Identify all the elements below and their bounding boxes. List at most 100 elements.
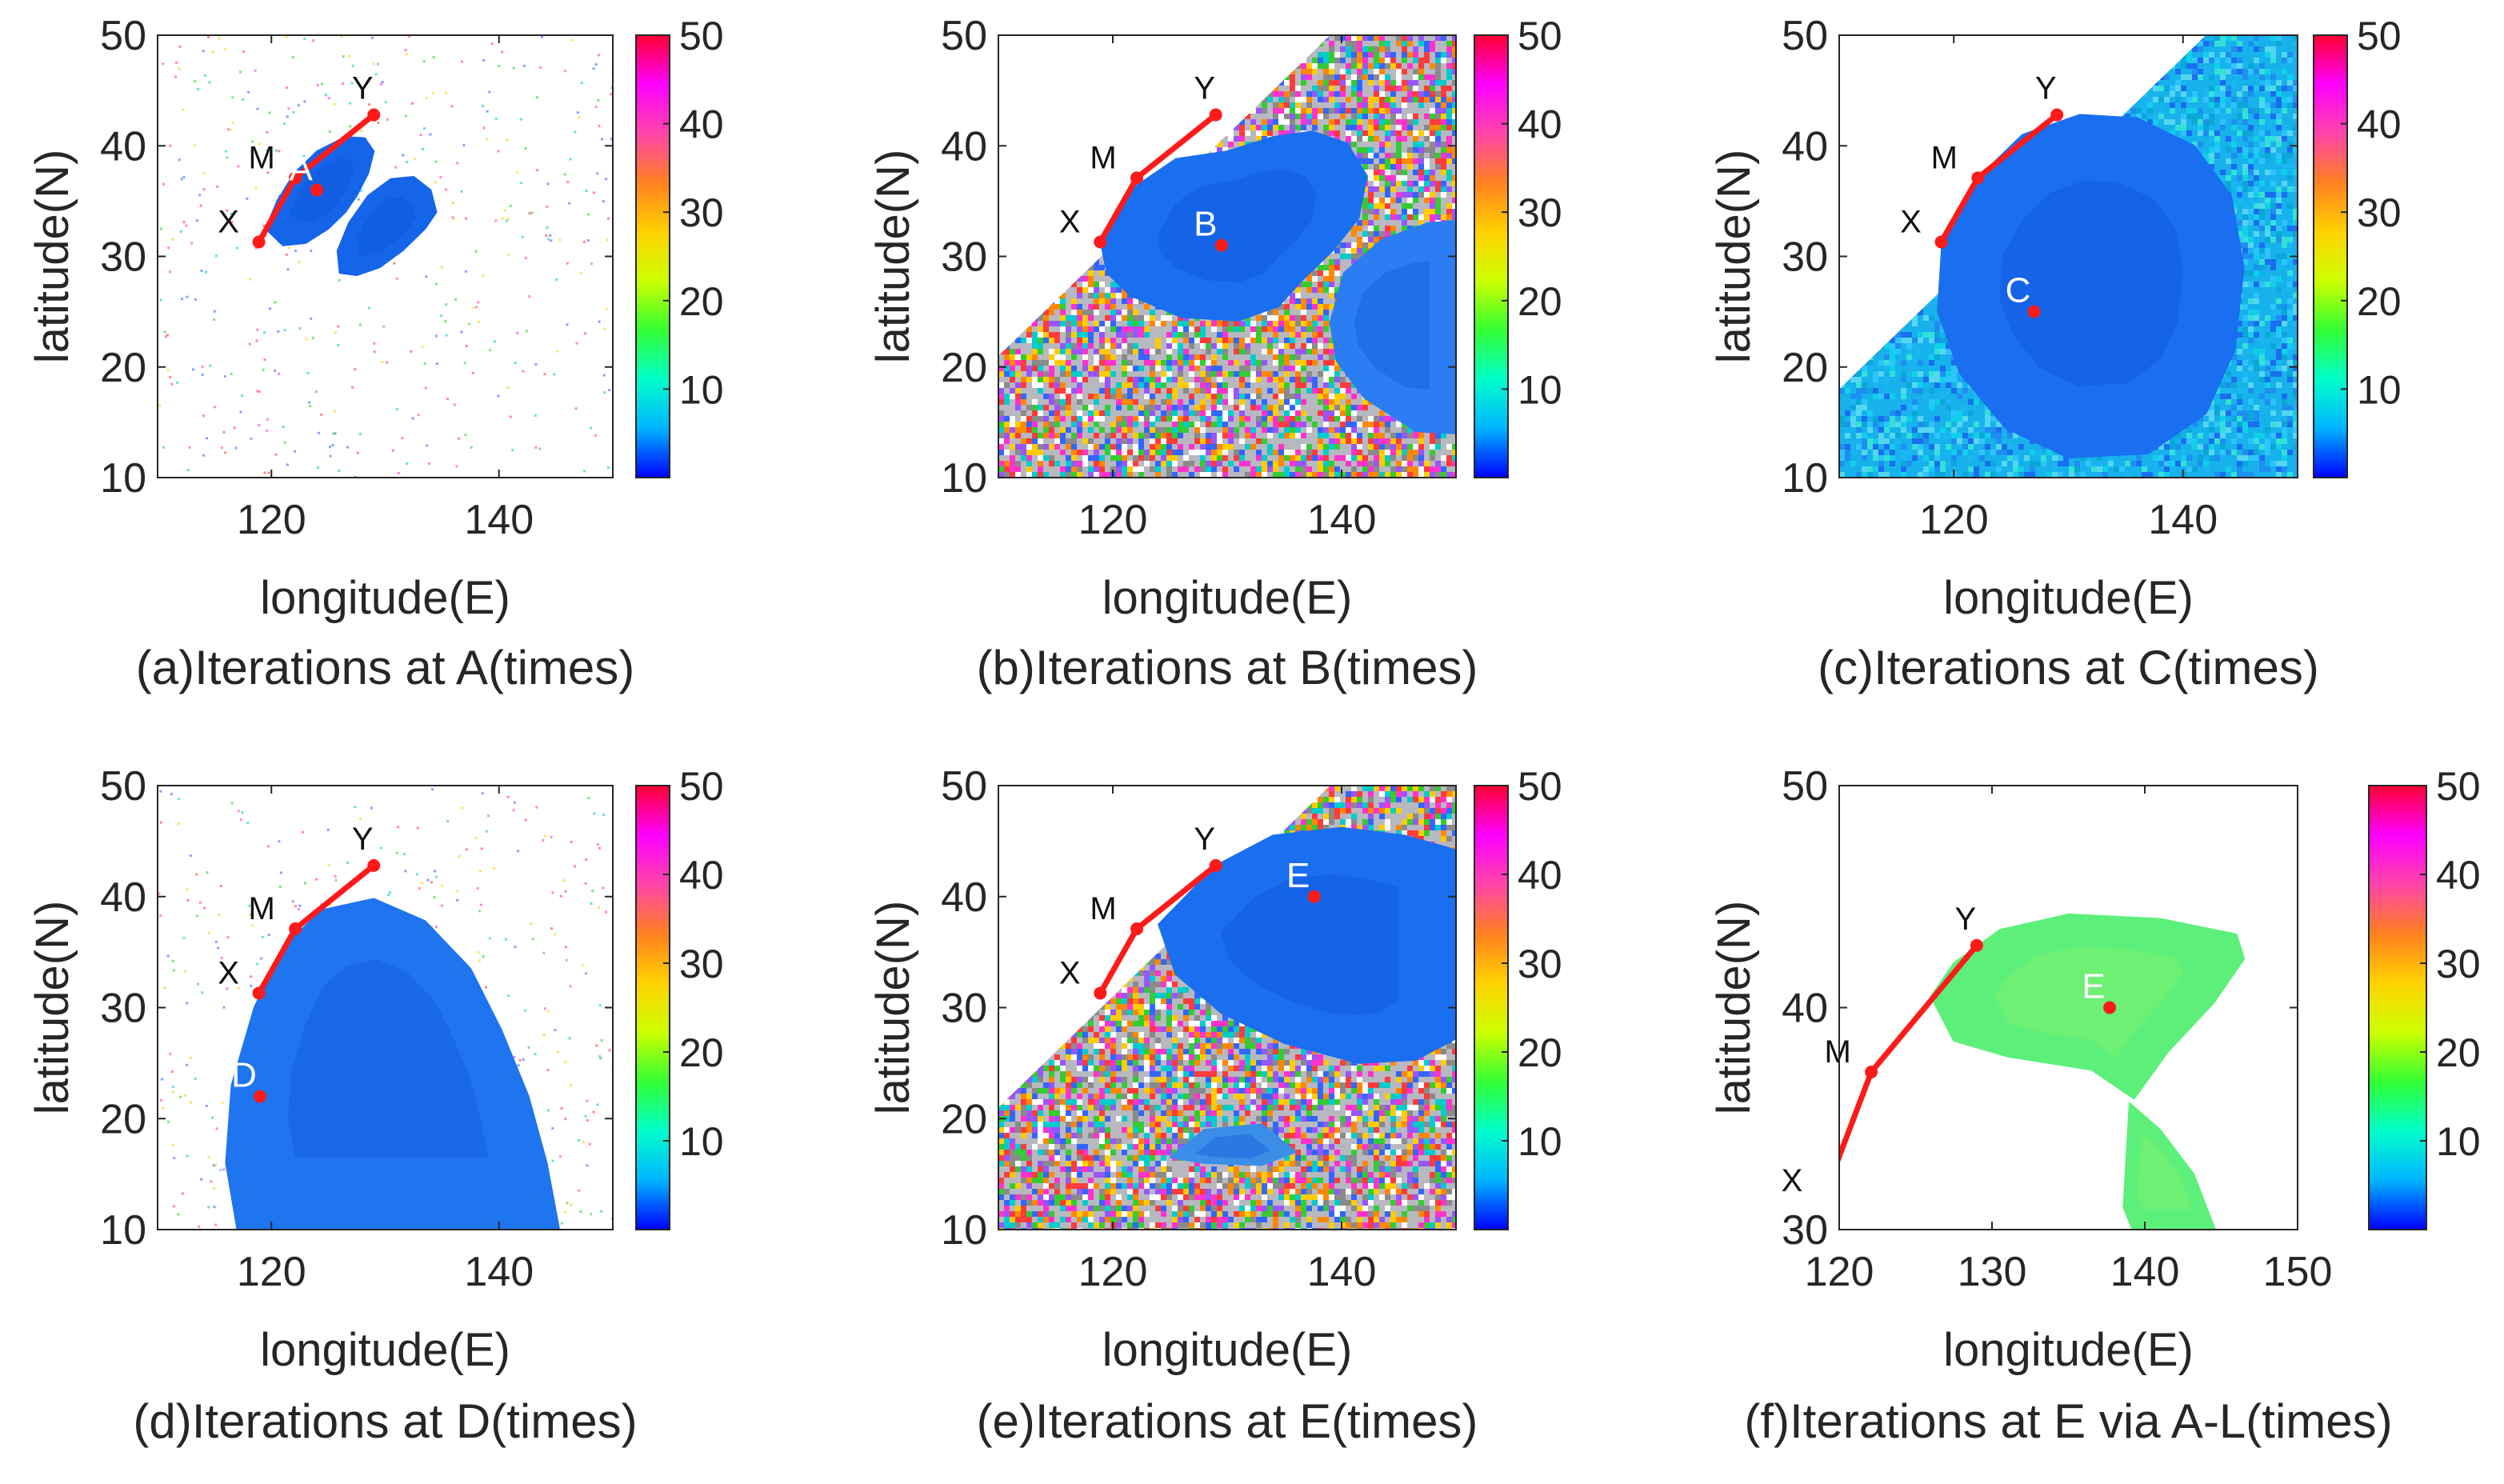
noise-cell	[1082, 461, 1088, 466]
noise-cell	[1357, 422, 1362, 427]
noise-speck	[440, 266, 443, 269]
noise-cell	[1284, 382, 1290, 388]
noise-cell	[1430, 91, 1435, 97]
noise-cell	[1306, 63, 1312, 69]
noise-cell	[1206, 422, 1211, 427]
noise-speck	[159, 298, 162, 302]
noise-speck	[445, 334, 448, 337]
noise-cell	[1407, 114, 1413, 119]
noise-cell	[1452, 114, 1456, 119]
noise-speck	[333, 410, 336, 413]
noise-speck	[594, 106, 598, 109]
noise-cell	[1189, 343, 1194, 349]
noise-cell	[1256, 371, 1262, 377]
noise-cell	[1402, 153, 1407, 158]
noise-cell	[1351, 248, 1357, 254]
noise-cell	[1071, 332, 1077, 338]
noise-cell	[1144, 416, 1150, 422]
noise-cell	[1301, 74, 1306, 80]
noise-cell	[1217, 349, 1222, 354]
noise-cell	[1284, 450, 1290, 455]
y-tick-label: 30	[100, 234, 146, 281]
noise-speck	[166, 369, 170, 372]
noise-cell	[1284, 366, 1290, 371]
iteration-region	[1100, 130, 1368, 322]
noise-speck	[186, 295, 189, 298]
noise-cell	[1452, 455, 1456, 461]
noise-speck	[463, 362, 466, 365]
noise-cell	[1178, 444, 1183, 450]
noise-speck	[549, 234, 552, 237]
noise-speck	[578, 116, 581, 119]
noise-cell	[1166, 349, 1172, 354]
noise-speck	[179, 230, 182, 233]
noise-cell	[1295, 466, 1301, 472]
noise-cell	[1402, 444, 1407, 450]
noise-cell	[1385, 192, 1390, 198]
noise-speck	[202, 454, 205, 457]
noise-cell	[1430, 433, 1435, 438]
noise-speck	[274, 453, 278, 456]
noise-cell	[1413, 472, 1418, 478]
noise-cell	[1312, 377, 1318, 382]
noise-cell	[1071, 343, 1077, 349]
noise-cell	[1144, 349, 1150, 354]
noise-cell	[1346, 382, 1351, 388]
noise-cell	[1284, 326, 1290, 332]
noise-cell	[1346, 69, 1351, 74]
noise-cell	[1116, 416, 1122, 422]
noise-cell	[1334, 399, 1340, 405]
noise-cell	[1116, 287, 1122, 293]
noise-cell	[1407, 41, 1413, 46]
noise-cell	[1262, 472, 1267, 478]
noise-speck	[287, 246, 290, 250]
noise-cell	[1273, 405, 1278, 410]
noise-cell	[1374, 52, 1379, 58]
noise-cell	[1396, 181, 1402, 186]
noise-cell	[1110, 422, 1116, 427]
noise-cell	[1368, 192, 1374, 198]
noise-cell	[1340, 410, 1346, 416]
noise-cell	[1385, 86, 1390, 91]
noise-cell	[1172, 388, 1178, 394]
noise-speck	[528, 294, 531, 298]
noise-speck	[454, 298, 458, 301]
noise-speck	[358, 323, 362, 326]
noise-cell	[1323, 338, 1329, 343]
noise-cell	[1222, 422, 1228, 427]
noise-cell	[1127, 388, 1133, 394]
noise-cell	[1346, 438, 1351, 444]
noise-cell	[1357, 102, 1362, 108]
noise-cell	[1256, 377, 1262, 382]
noise-cell	[1166, 394, 1172, 399]
noise-cell	[1077, 410, 1082, 416]
noise-cell	[1004, 399, 1010, 405]
noise-cell	[1155, 444, 1161, 450]
noise-speck	[395, 408, 398, 411]
noise-cell	[1194, 438, 1200, 444]
noise-cell	[1038, 366, 1043, 371]
noise-cell	[1228, 360, 1234, 366]
noise-cell	[1038, 343, 1043, 349]
noise-cell	[1077, 427, 1082, 433]
noise-cell	[1267, 321, 1273, 326]
noise-cell	[1054, 332, 1060, 338]
noise-cell	[1430, 175, 1435, 181]
noise-cell	[1189, 394, 1194, 399]
noise-cell	[1122, 293, 1127, 298]
noise-cell	[998, 461, 1004, 466]
noise-cell	[1312, 315, 1318, 321]
noise-speck	[202, 50, 205, 53]
noise-cell	[1122, 416, 1127, 422]
noise-cell	[1122, 298, 1127, 304]
noise-cell	[1250, 444, 1256, 450]
noise-cell	[1418, 192, 1424, 198]
noise-cell	[1155, 338, 1161, 343]
noise-cell	[1256, 366, 1262, 371]
noise-cell	[1278, 377, 1284, 382]
noise-speck	[417, 414, 420, 417]
noise-cell	[1318, 326, 1323, 332]
noise-speck	[192, 368, 195, 371]
noise-cell	[1267, 349, 1273, 354]
noise-cell	[1155, 349, 1161, 354]
